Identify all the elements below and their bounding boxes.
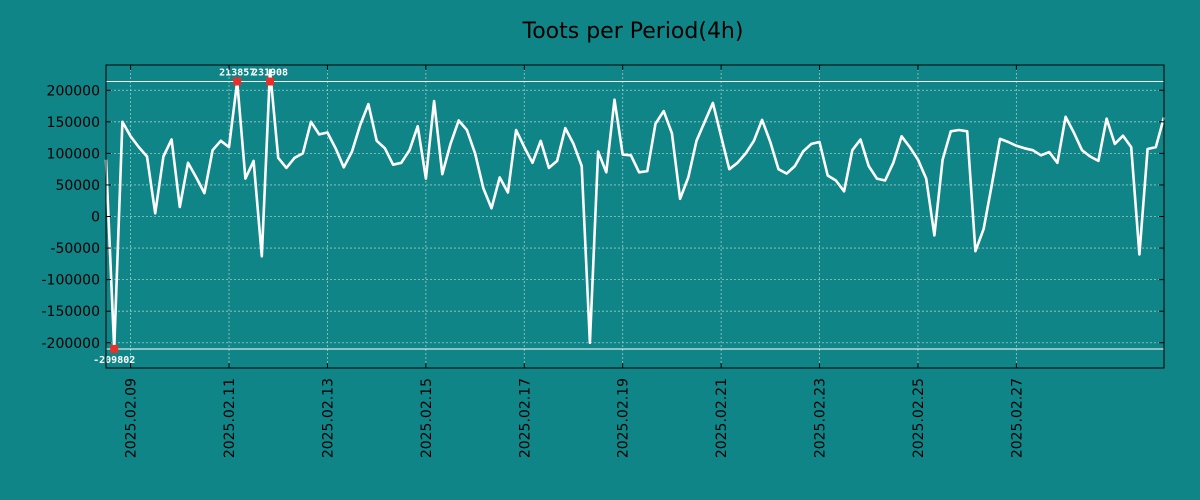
grid [106,65,1164,368]
extremum-marker [110,344,119,353]
extremum-marker [266,77,275,86]
y-axis: 200000 150000 100000 50000 0 -50000 -100000 -15… [42,83,1164,352]
series-layer [104,68,1166,351]
series-line [104,68,1166,351]
x-tick-label: 2025.02.21 [714,378,730,458]
chart-title: Toots per Period(4h) [522,19,744,44]
y-tick-label: 100000 [47,146,100,162]
x-tick-label: 2025.02.11 [222,378,238,458]
x-axis: 2025.02.09 2025.02.11 2025.02.13 2025.02.15… [124,65,1025,458]
x-tick-label: 2025.02.27 [1009,378,1025,458]
x-tick-label: 2025.02.17 [517,378,533,458]
y-tick-label: -50000 [50,241,100,257]
y-tick-label: 50000 [55,178,100,194]
y-tick-label: 0 [91,210,100,226]
extremum-marker [233,77,242,86]
reference-lines [106,81,1164,350]
y-tick-label: 150000 [47,115,100,131]
x-tick-label: 2025.02.25 [911,378,927,458]
x-tick-label: 2025.02.09 [124,378,140,458]
extremum-label: -209802 [93,355,135,366]
x-tick-label: 2025.02.13 [320,378,336,458]
y-tick-label: -200000 [42,336,101,352]
y-tick-label: -150000 [42,304,101,320]
extremum-label: 213857 [219,68,255,79]
y-tick-label: -100000 [42,273,101,289]
x-tick-label: 2025.02.23 [813,378,829,458]
x-tick-label: 2025.02.19 [616,378,632,458]
y-tick-label: 200000 [47,83,100,99]
extremum-label: 231908 [252,68,288,79]
x-tick-label: 2025.02.15 [419,378,435,458]
